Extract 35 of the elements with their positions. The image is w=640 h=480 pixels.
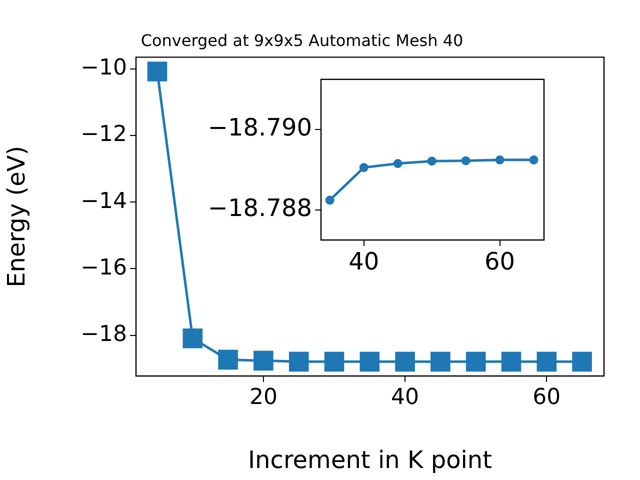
point	[461, 156, 470, 166]
point	[466, 352, 486, 372]
point	[359, 163, 368, 172]
point	[393, 159, 402, 168]
x-tick-label: 20	[249, 384, 278, 410]
point	[501, 352, 522, 372]
point	[572, 352, 592, 372]
point	[360, 352, 380, 372]
chart-title: Converged at 9x9x5 Automatic Mesh 40	[140, 30, 464, 50]
y-tick-label: −18	[80, 322, 127, 348]
y-tick-label: −18.790	[208, 114, 312, 142]
point	[218, 350, 238, 370]
point	[288, 352, 309, 372]
point	[254, 350, 274, 371]
point	[536, 352, 557, 372]
point	[495, 155, 504, 164]
point	[395, 352, 415, 372]
y-tick-label: −12	[80, 122, 127, 148]
x-tick-label: 60	[484, 248, 516, 276]
point	[325, 196, 334, 205]
y-tick-label: −16	[80, 255, 127, 280]
point	[529, 155, 538, 164]
y-tick-label: −18.788	[208, 194, 312, 222]
x-axis-title: Increment in K point	[248, 446, 492, 474]
point	[147, 62, 168, 82]
point	[182, 328, 203, 348]
y-axis-title: Energy (eV)	[2, 146, 31, 288]
y-tick-label: −14	[80, 188, 127, 214]
x-tick-label: 60	[532, 384, 561, 410]
x-tick-label: 40	[348, 248, 380, 276]
y-tick-label: −10	[80, 56, 127, 81]
point	[430, 352, 450, 372]
point	[324, 352, 344, 372]
x-tick-label: 40	[391, 384, 420, 410]
point	[427, 156, 436, 166]
